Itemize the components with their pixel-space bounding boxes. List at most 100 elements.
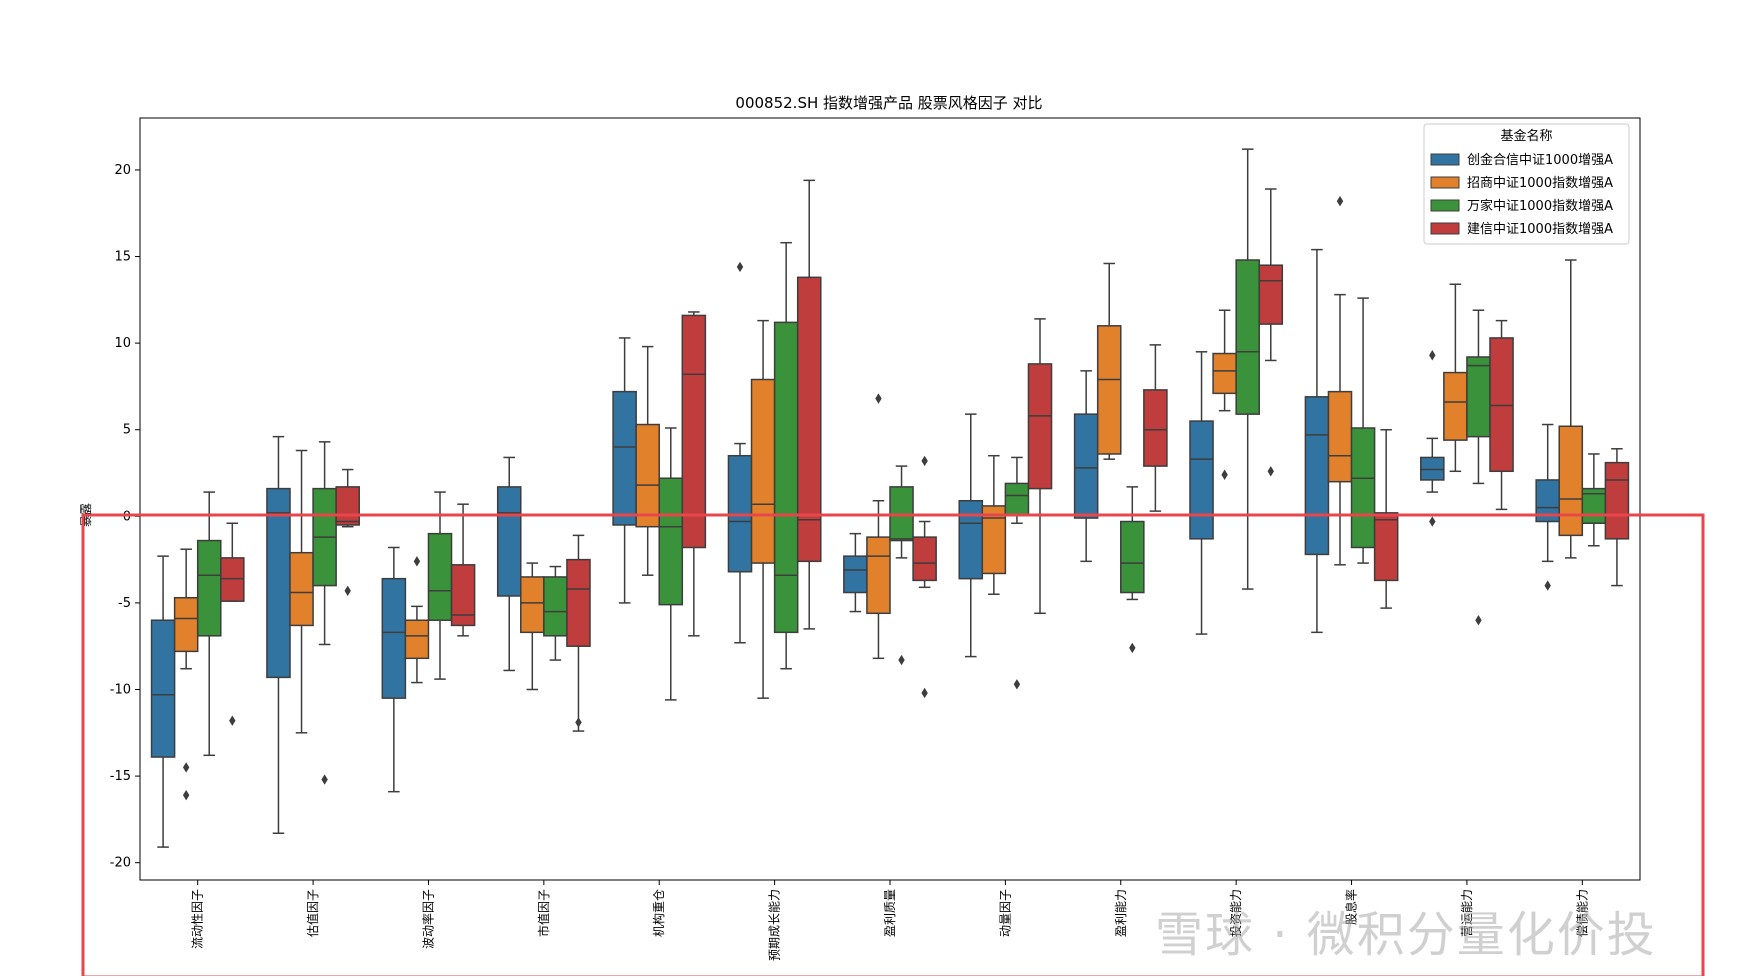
- y-tick-label: -5: [118, 596, 131, 611]
- box-2-2: [427, 491, 453, 680]
- x-tick-label: 偿债能力: [1574, 889, 1589, 937]
- box-iqr: [520, 576, 545, 634]
- box-3-8: [1143, 344, 1168, 512]
- box-iqr: [1304, 396, 1330, 556]
- box-iqr: [266, 487, 291, 679]
- box-3-7: [1027, 318, 1053, 615]
- box-iqr: [1189, 420, 1214, 540]
- x-tick-label: 股息率: [1344, 889, 1359, 925]
- box-iqr: [612, 390, 637, 526]
- box-1-9: [1212, 309, 1237, 480]
- flier-point: [1429, 516, 1436, 527]
- legend-label: 创金合信中证1000增强A: [1467, 152, 1613, 168]
- box-2-4: [658, 427, 684, 701]
- flier-point: [182, 789, 190, 801]
- box-3-9: [1258, 188, 1284, 477]
- box-3-0: [220, 522, 245, 726]
- box-0-8: [1073, 370, 1099, 563]
- y-tick-label: 20: [114, 163, 131, 178]
- flier-point: [1475, 615, 1482, 626]
- box-1-4: [635, 345, 660, 576]
- y-tick-label: -20: [110, 856, 131, 871]
- flier-point: [921, 455, 928, 467]
- box-3-3: [566, 534, 591, 732]
- box-iqr: [196, 539, 222, 637]
- box-0-2: [381, 546, 407, 793]
- flier-point: [413, 556, 421, 567]
- box-0-7: [958, 413, 984, 658]
- x-tick-label: 盈利能力: [1114, 889, 1128, 937]
- box-iqr: [750, 378, 776, 564]
- box-2-7: [1004, 456, 1030, 690]
- x-tick-label: 市值因子: [536, 889, 551, 937]
- y-axis: -20 -15 -10 -5 0 5 10 15 20: [110, 163, 140, 871]
- flier-point: [1544, 580, 1551, 591]
- x-axis: 流动性因子 估值因子 波动率因子 市值因子 机构重仓 预期成长能力 盈利质量 动量因子 盈利能力…: [191, 880, 1589, 961]
- box-iqr: [1558, 425, 1584, 537]
- box-iqr: [1235, 259, 1260, 415]
- box-iqr: [1489, 337, 1514, 473]
- box-0-6: [843, 532, 868, 613]
- x-tick-label: 估值因子: [305, 889, 320, 937]
- x-tick-label: 投资能力: [1228, 889, 1243, 937]
- box-iqr: [866, 536, 891, 615]
- box-0-11: [1420, 350, 1445, 527]
- box-2-1: [312, 441, 337, 785]
- x-tick-label: 流动性因子: [191, 889, 205, 949]
- x-tick-label: 预期成长能力: [768, 889, 782, 961]
- legend-swatch: [1430, 199, 1460, 212]
- flier-point: [229, 715, 236, 726]
- box-iqr: [843, 555, 868, 594]
- legend-label: 招商中证1000指数增强A: [1467, 176, 1613, 191]
- flier-point: [344, 585, 351, 596]
- y-tick-label: 0: [123, 509, 131, 524]
- box-iqr: [1027, 363, 1053, 490]
- flier-point: [1013, 679, 1021, 690]
- box-iqr: [1604, 461, 1630, 540]
- box-2-9: [1235, 148, 1260, 590]
- box-3-5: [796, 179, 822, 630]
- box-iqr: [958, 499, 984, 580]
- x-tick-label: 营运能力: [1460, 889, 1474, 937]
- box-iqr: [1004, 482, 1030, 516]
- box-1-1: [289, 449, 314, 734]
- box-1-2: [404, 556, 430, 684]
- x-tick-label: 动量因子: [998, 889, 1012, 937]
- flier-point: [1129, 642, 1136, 654]
- box-iqr: [796, 276, 822, 563]
- box-iqr: [1212, 352, 1237, 395]
- box-iqr: [450, 564, 476, 627]
- box-0-1: [266, 435, 291, 834]
- legend-label: 建信中证1000指数增强A: [1467, 222, 1613, 237]
- box-iqr: [1466, 356, 1491, 438]
- watermark: 雪球 · 微积分量化价投: [1155, 907, 1657, 963]
- x-tick-label: 盈利质量: [883, 889, 897, 937]
- box-iqr: [681, 314, 707, 549]
- box-3-6: [912, 455, 937, 699]
- box-iqr: [404, 619, 430, 660]
- box-1-8: [1096, 262, 1122, 460]
- box-iqr: [496, 486, 522, 597]
- box-1-11: [1443, 283, 1468, 473]
- flier-point: [575, 717, 582, 728]
- y-tick-label: 5: [123, 423, 131, 438]
- box-0-0: [150, 555, 176, 848]
- legend-label: 万家中证1000指数增强A: [1467, 198, 1613, 214]
- box-iqr: [1443, 371, 1468, 441]
- box-3-11: [1489, 319, 1514, 511]
- flier-point: [182, 762, 190, 773]
- box-iqr: [381, 577, 407, 699]
- box-iqr: [335, 486, 360, 526]
- box-iqr: [1373, 512, 1399, 582]
- box-iqr: [658, 477, 684, 606]
- legend-frame: [1423, 123, 1630, 245]
- box-iqr: [173, 596, 199, 653]
- box-2-3: [543, 565, 568, 661]
- box-iqr: [427, 532, 453, 621]
- box-iqr: [635, 423, 660, 528]
- box-iqr: [1143, 389, 1168, 467]
- box-iqr: [1327, 390, 1353, 483]
